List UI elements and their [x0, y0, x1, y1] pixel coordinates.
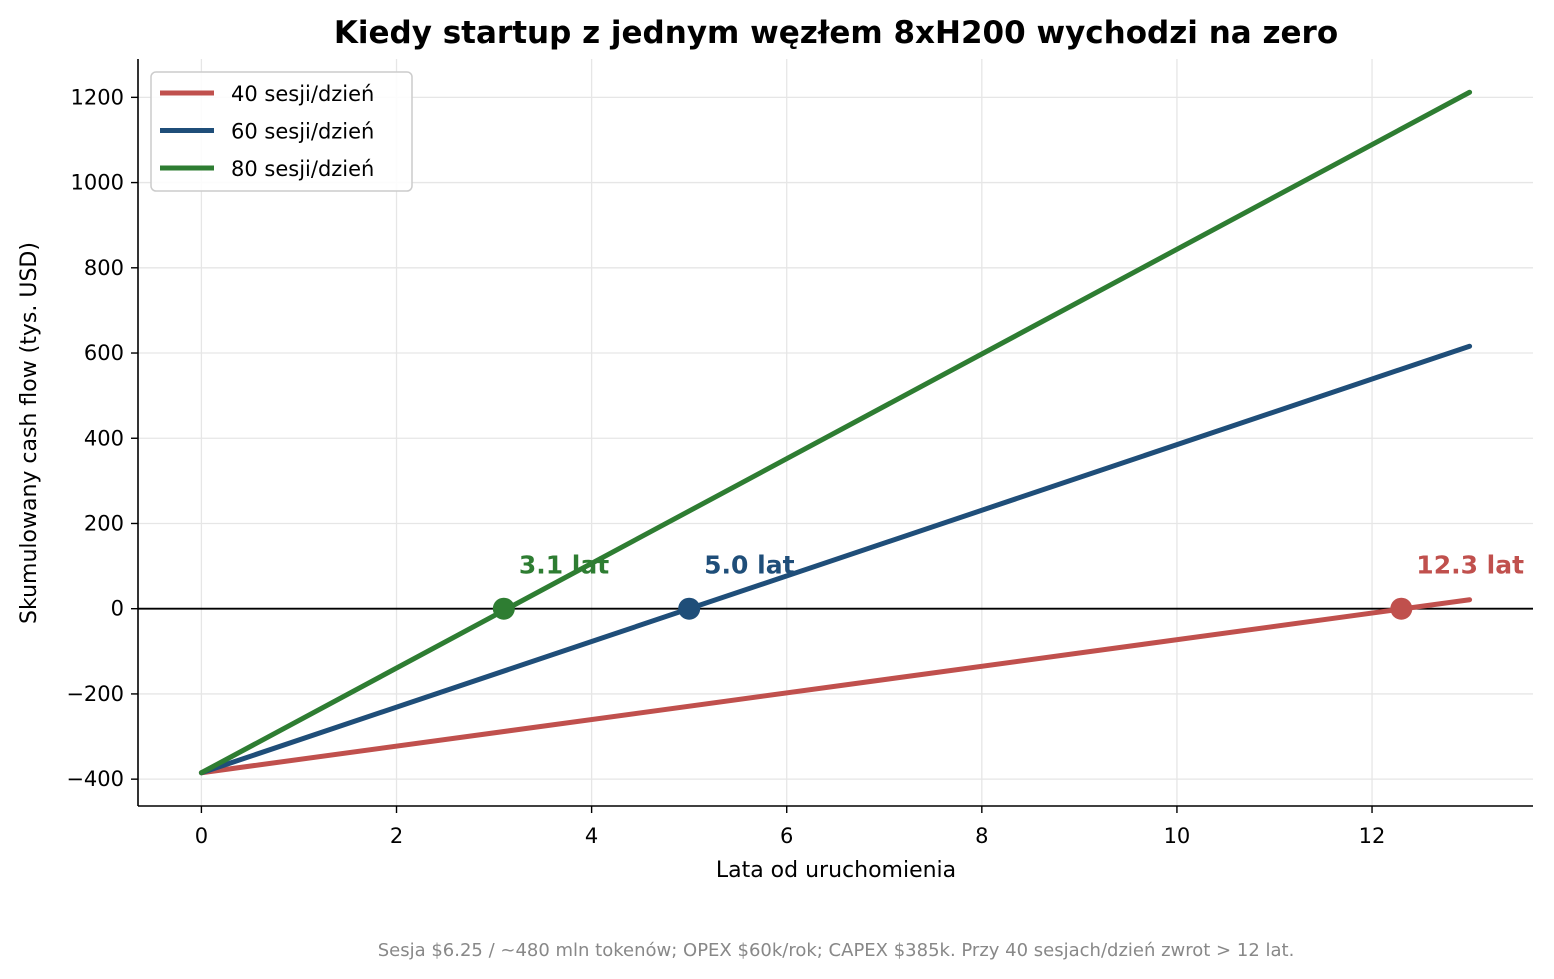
y-tick-label: 400 [84, 426, 124, 450]
series-line [198, 343, 1473, 776]
x-tick-label: 2 [390, 824, 403, 848]
y-axis-label: Skumulowany cash flow (tys. USD) [17, 242, 42, 624]
x-tick-label: 4 [585, 824, 598, 848]
legend-entry-label: 60 sesji/dzień [231, 120, 374, 144]
x-tick-label: 6 [780, 824, 793, 848]
x-tick-label: 12 [1359, 824, 1386, 848]
series-line [198, 89, 1473, 776]
legend-entry-label: 40 sesji/dzień [231, 82, 374, 106]
y-tick-label: −200 [66, 682, 124, 706]
series-lines [198, 89, 1473, 776]
axes [137, 59, 1533, 807]
x-tick-label: 0 [195, 824, 208, 848]
x-tick-label: 10 [1164, 824, 1191, 848]
breakeven-label: 5.0 lat [704, 551, 794, 580]
x-tick-label: 8 [975, 824, 988, 848]
y-tick-label: 0 [111, 597, 124, 621]
y-tick-label: 800 [84, 256, 124, 280]
y-tick-label: −400 [66, 767, 124, 791]
y-tick-label: 600 [84, 341, 124, 365]
breakeven-markers: 12.3 lat 5.0 lat 3.1 lat [492, 551, 1524, 620]
footnote: Sesja $6.25 / ~480 mln tokenów; OPEX $60… [378, 940, 1295, 961]
legend: 40 sesji/dzień 60 sesji/dzień 80 sesji/dzi… [150, 71, 413, 192]
y-tick-label: 1200 [71, 85, 124, 109]
legend-frame [150, 71, 413, 192]
series-line [198, 597, 1473, 776]
breakeven-point [492, 597, 515, 620]
y-tick-label: 1000 [71, 171, 124, 195]
breakeven-point [678, 597, 701, 620]
y-tick-label: 200 [84, 511, 124, 535]
x-axis-label: Lata od uruchomienia [716, 858, 956, 883]
axis-ticks: 0 2 4 6 8 10 12 −400 −200 0 200 400 600 800 1000 1200 [66, 85, 1385, 848]
breakeven-label: 3.1 lat [519, 551, 609, 580]
breakeven-label: 12.3 lat [1416, 551, 1524, 580]
legend-entry-label: 80 sesji/dzień [231, 157, 374, 181]
chart-title: Kiedy startup z jednym węzłem 8xH200 wyc… [334, 15, 1338, 51]
breakeven-point [1390, 597, 1413, 620]
